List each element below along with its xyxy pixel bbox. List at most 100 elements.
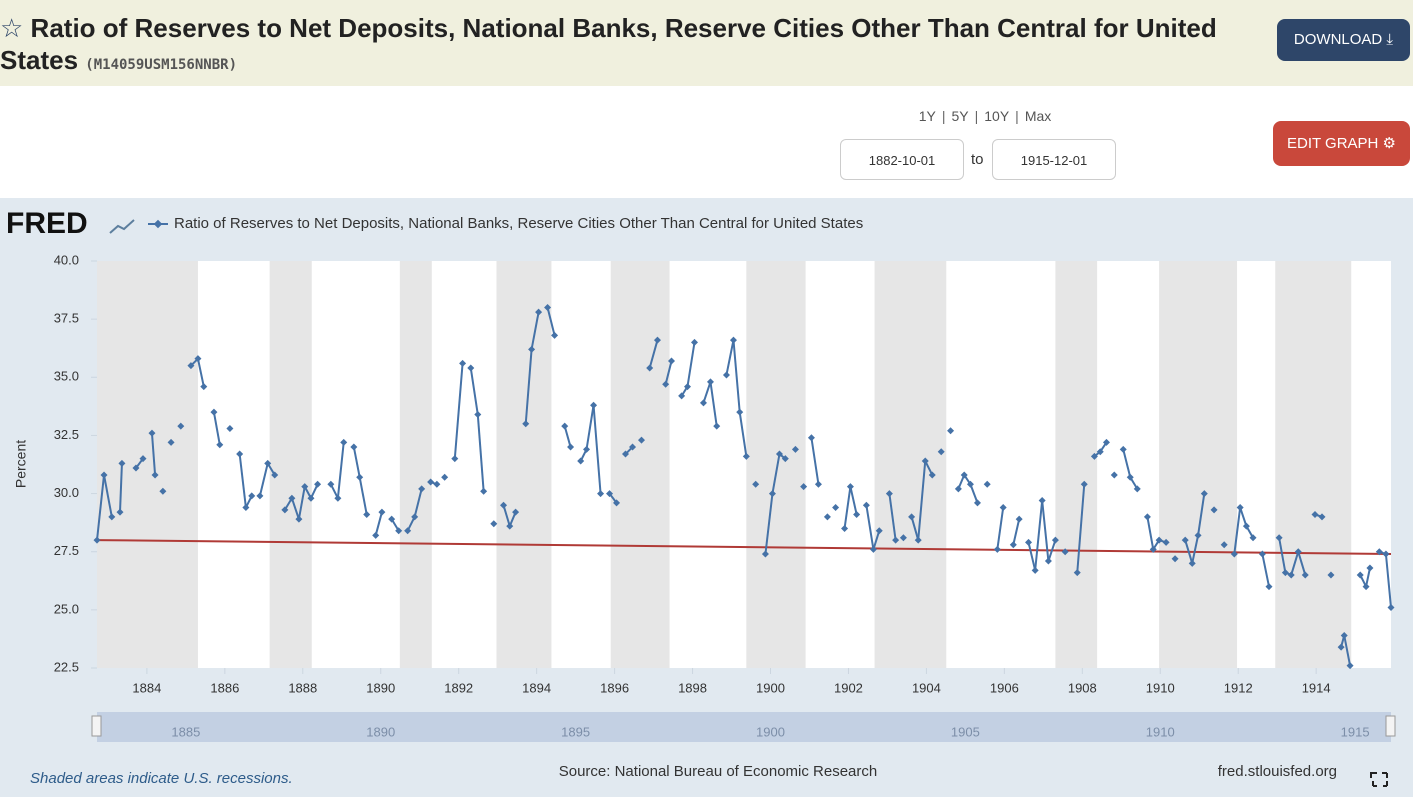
connector — [476, 414, 485, 492]
data-point — [899, 534, 907, 542]
data-point — [314, 480, 322, 488]
connector — [297, 486, 306, 520]
data-point — [551, 331, 559, 339]
navigator-label: 1915 — [1341, 724, 1370, 739]
y-tick-label: 35.0 — [54, 369, 79, 384]
data-point — [480, 487, 488, 495]
data-point — [506, 522, 514, 530]
data-point — [544, 304, 552, 312]
data-point — [327, 480, 335, 488]
data-point — [1346, 662, 1354, 670]
data-point — [350, 443, 358, 451]
data-point — [947, 427, 955, 435]
data-point — [334, 494, 342, 502]
recession-band — [746, 261, 806, 668]
data-point — [295, 515, 303, 523]
data-point — [768, 490, 776, 498]
connector — [702, 381, 712, 404]
connector — [212, 411, 221, 445]
edit-graph-button[interactable]: EDIT GRAPH ⚙ — [1273, 121, 1410, 166]
data-point — [713, 422, 721, 430]
data-point — [583, 445, 591, 453]
navigator-label: 1910 — [1146, 724, 1175, 739]
x-tick-label: 1902 — [834, 680, 863, 695]
data-point — [646, 364, 654, 372]
end-date[interactable]: 1915-12-01 — [992, 139, 1116, 180]
recession-band — [874, 261, 947, 668]
navigator-handle[interactable] — [91, 715, 102, 737]
connector — [1290, 551, 1300, 576]
connector — [469, 367, 479, 415]
connector — [103, 474, 113, 518]
data-point — [281, 506, 289, 514]
recession-band — [399, 261, 432, 668]
data-point — [194, 355, 202, 363]
data-point — [1366, 564, 1374, 572]
navigator-handle[interactable] — [1385, 715, 1396, 737]
data-point — [699, 399, 707, 407]
data-point — [1143, 513, 1151, 521]
data-point — [427, 478, 435, 486]
data-point — [1171, 555, 1179, 563]
range-link[interactable]: 5Y — [951, 108, 969, 124]
x-tick-label: 1888 — [288, 680, 317, 695]
range-link[interactable]: Max — [1024, 108, 1052, 124]
connector — [1012, 518, 1021, 545]
download-button[interactable]: DOWNLOAD ⤓ — [1277, 19, 1410, 61]
connector — [996, 507, 1005, 550]
connector — [865, 505, 875, 550]
x-tick-label: 1912 — [1224, 680, 1253, 695]
start-date[interactable]: 1882-10-01 — [840, 139, 964, 180]
connector — [1191, 535, 1200, 564]
connector — [732, 339, 741, 413]
data-point — [451, 455, 459, 463]
data-point — [1194, 531, 1202, 539]
recession-band — [1275, 261, 1352, 668]
data-point — [921, 457, 929, 465]
x-tick-label: 1908 — [1068, 680, 1097, 695]
connector — [810, 437, 820, 485]
recession-band — [269, 261, 312, 668]
navigator-label: 1885 — [171, 724, 200, 739]
connector — [648, 339, 659, 369]
x-tick-label: 1914 — [1302, 680, 1331, 695]
data-point — [264, 459, 272, 467]
data-point — [242, 504, 250, 512]
connector — [917, 460, 927, 541]
data-point — [869, 545, 877, 553]
fullscreen-icon[interactable] — [1370, 772, 1388, 787]
data-point — [404, 527, 412, 535]
data-point — [1281, 569, 1289, 577]
range-link[interactable]: 10Y — [984, 108, 1010, 124]
connector — [563, 425, 572, 448]
connector — [1278, 537, 1287, 573]
connector — [888, 493, 897, 541]
data-point — [823, 513, 831, 521]
data-point — [1009, 541, 1017, 549]
star-icon[interactable]: ☆ — [0, 13, 24, 43]
data-point — [388, 515, 396, 523]
chart: FRED Ratio of Reserves to Net Deposits, … — [0, 198, 1413, 797]
data-point — [433, 480, 441, 488]
data-point — [1327, 571, 1335, 579]
data-point — [668, 357, 676, 365]
site[interactable]: fred.stlouisfed.org — [1218, 763, 1337, 780]
data-point — [1265, 583, 1273, 591]
data-point — [93, 536, 101, 544]
y-tick-label: 37.5 — [54, 311, 79, 326]
range-link[interactable]: 1Y — [918, 108, 936, 124]
data-point — [1162, 538, 1170, 546]
data-point — [340, 438, 348, 446]
data-point — [1133, 485, 1141, 493]
navigator-label: 1905 — [951, 724, 980, 739]
data-point — [973, 499, 981, 507]
connector — [358, 477, 368, 515]
data-point — [226, 424, 234, 432]
data-point — [301, 483, 309, 491]
data-point — [1155, 536, 1163, 544]
data-point — [577, 457, 585, 465]
data-point — [256, 492, 264, 500]
connector — [738, 412, 748, 457]
data-point — [512, 508, 520, 516]
